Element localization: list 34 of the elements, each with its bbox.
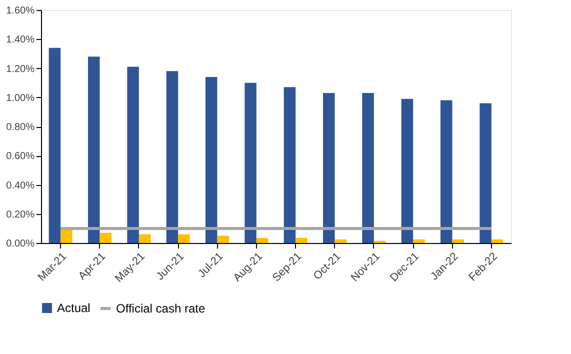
bar bbox=[178, 234, 190, 243]
bar bbox=[323, 93, 335, 243]
y-tick-label: 0.40% bbox=[6, 180, 35, 192]
bar bbox=[334, 239, 346, 243]
bar bbox=[244, 82, 256, 243]
bar bbox=[296, 238, 308, 243]
legend-label: Official cash rate bbox=[116, 302, 206, 316]
y-tick-label: 0.60% bbox=[6, 151, 35, 162]
bar bbox=[401, 98, 414, 243]
y-tick-label: 0.20% bbox=[6, 209, 35, 220]
legend-label: Actual bbox=[57, 301, 90, 315]
bar bbox=[138, 234, 151, 243]
bar bbox=[491, 239, 504, 243]
y-tick-label: 1.40% bbox=[6, 34, 35, 46]
bar bbox=[284, 87, 296, 243]
bar bbox=[217, 236, 229, 243]
bar bbox=[88, 56, 100, 243]
bar bbox=[127, 66, 139, 243]
y-tick-label: 0.00% bbox=[6, 238, 35, 250]
y-tick-label: 1.20% bbox=[6, 64, 35, 75]
bar bbox=[440, 100, 452, 243]
y-tick-label: 1.00% bbox=[6, 92, 35, 104]
bar bbox=[362, 93, 374, 243]
bar bbox=[452, 239, 464, 243]
bar bbox=[48, 48, 61, 243]
bar bbox=[100, 232, 112, 243]
bar bbox=[256, 238, 268, 243]
y-tick-label: 1.60% bbox=[6, 6, 35, 16]
bar bbox=[206, 76, 218, 243]
bar bbox=[166, 71, 178, 243]
y-tick-label: 0.80% bbox=[6, 122, 35, 133]
bar bbox=[413, 239, 425, 243]
bar bbox=[60, 230, 72, 243]
bar bbox=[480, 103, 492, 243]
